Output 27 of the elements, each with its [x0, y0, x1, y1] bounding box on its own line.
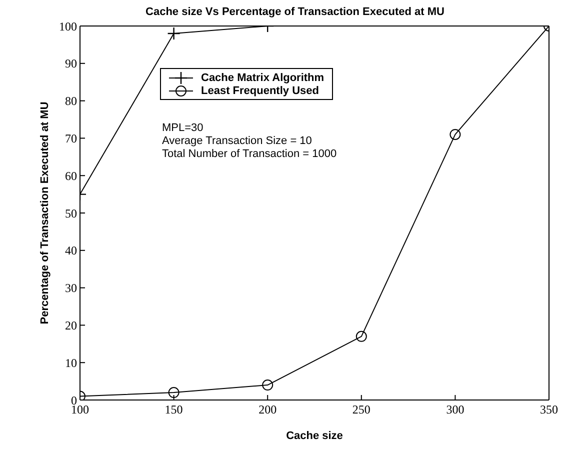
- legend-label: Least Frequently Used: [201, 84, 319, 96]
- y-tick-label: 30: [65, 281, 77, 296]
- annotation: MPL=30: [162, 122, 204, 135]
- annotation: Total Number of Transaction = 1000: [162, 148, 337, 161]
- legend-label: Cache Matrix Algorithm: [201, 72, 324, 84]
- x-tick-label: 250: [352, 402, 370, 417]
- x-tick-label: 300: [446, 402, 464, 417]
- y-tick-label: 80: [65, 94, 77, 108]
- point: [450, 128, 461, 140]
- x-tick-label: 350: [540, 402, 558, 417]
- y-tick-label: 90: [65, 56, 77, 71]
- y-axis-title: Percentage of Transaction Executed at MU: [38, 102, 51, 324]
- y-tick-label: 60: [65, 168, 77, 183]
- y-tick-label: 20: [65, 318, 77, 332]
- chart-title: Cache size Vs Percentage of Transaction Executed at MU: [144, 6, 446, 18]
- x-tick-label: 150: [164, 402, 183, 417]
- annotation: Average Transaction Size = 10: [162, 135, 313, 148]
- y-tick-label: 50: [65, 206, 77, 220]
- point: [356, 330, 367, 342]
- x-axis-title: Cache size: [286, 430, 343, 442]
- point: [262, 380, 274, 391]
- y-tick-label: 10: [65, 356, 77, 370]
- x-tick-label: 200: [258, 402, 277, 417]
- y-tick-label: 70: [65, 131, 77, 146]
- y-tick-label: 100: [59, 19, 77, 34]
- point: [168, 387, 180, 398]
- y-tick-label: 40: [65, 244, 77, 258]
